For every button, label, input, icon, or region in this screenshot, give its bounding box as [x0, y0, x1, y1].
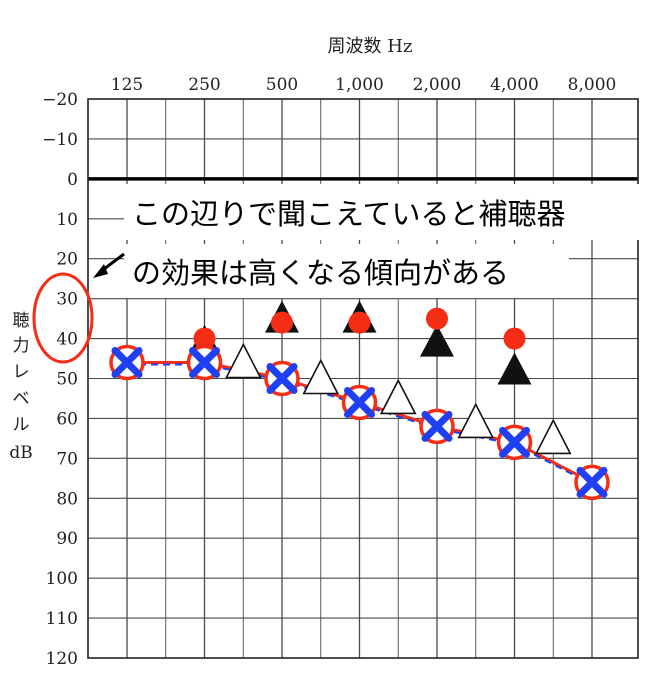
- annotation-box-line1: [124, 184, 642, 240]
- x-tick-label: 1,000: [335, 75, 384, 95]
- y-tick-label: 50: [56, 370, 78, 390]
- marker-cross-blue: [576, 466, 608, 498]
- y-tick-label: 60: [56, 409, 78, 429]
- annotation-box-line2: [124, 244, 569, 298]
- marker-triangle-white: [225, 342, 262, 379]
- marker-triangle-white: [457, 402, 495, 439]
- y-tick-label: 70: [56, 449, 78, 469]
- series: [109, 300, 610, 501]
- y-axis-label-char: レ: [13, 362, 30, 382]
- marker-cross-blue: [266, 363, 298, 394]
- marker-dot-red: [503, 327, 526, 350]
- marker-triangle-black: [497, 352, 532, 385]
- y-tick-label: 120: [46, 649, 78, 669]
- marker-triangle-white: [379, 378, 417, 415]
- grid: [87, 98, 639, 659]
- highlight-ellipse: [32, 272, 94, 364]
- marker-cross-blue: [344, 386, 375, 418]
- marker-triangle-white: [302, 358, 340, 395]
- cross-stroke: [111, 347, 143, 379]
- marker-dot-red: [426, 307, 448, 330]
- x-tick-label: 500: [266, 75, 298, 95]
- cross-stroke: [421, 410, 453, 442]
- cross-stroke: [344, 386, 375, 418]
- marker-dot-red: [271, 311, 293, 334]
- y-tick-label: 0: [67, 170, 78, 190]
- y-axis-label-char: dB: [9, 443, 32, 463]
- cross-stroke: [189, 347, 220, 379]
- y-tick-label: 40: [56, 330, 78, 350]
- y-axis-label-char: ル: [13, 415, 30, 435]
- marker-cross-blue: [189, 347, 220, 379]
- marker-cross-blue: [499, 426, 530, 458]
- y-tick-label: 10: [56, 210, 78, 230]
- marker-triangle-white: [534, 418, 572, 455]
- y-tick-label: 30: [56, 290, 78, 310]
- marker-triangle-black: [420, 324, 454, 357]
- annotation-arrow-head: [93, 264, 108, 278]
- y-axis-label-char: 力: [13, 336, 30, 356]
- chart-title: 周波数 Hz: [328, 36, 413, 57]
- y-axis-label-char: 聴: [13, 311, 30, 331]
- annotation-text: の効果は高くなる傾向がある: [132, 256, 509, 290]
- x-tick-label: 4,000: [490, 75, 539, 95]
- y-tick-label: −20: [42, 90, 78, 110]
- cross-stroke: [499, 426, 530, 458]
- y-tick-label: 90: [56, 529, 78, 549]
- marker-cross-blue: [111, 347, 143, 379]
- annotation-text: この辺りで聞こえていると補聴器: [132, 197, 566, 231]
- cross-stroke: [576, 466, 608, 498]
- y-tick-label: 20: [56, 250, 78, 270]
- y-tick-label: 100: [46, 569, 78, 589]
- y-tick-label: −10: [42, 130, 78, 150]
- x-tick-label: 250: [188, 75, 220, 95]
- x-tick-label: 125: [111, 75, 143, 95]
- y-tick-label: 110: [46, 609, 78, 629]
- marker-cross-blue: [421, 410, 453, 442]
- x-tick-label: 2,000: [413, 75, 462, 95]
- axis-ticks: 125 250 500 1,000 2,000 4,000 8,000 −20 −10 0 10 20…: [42, 75, 616, 669]
- cross-stroke: [266, 363, 298, 394]
- plot-frame: [87, 98, 639, 659]
- y-tick-label: 80: [56, 489, 78, 509]
- y-axis-label-char: ベ: [13, 389, 30, 409]
- x-tick-label: 8,000: [568, 75, 617, 95]
- marker-dot-red: [348, 311, 371, 334]
- marker-dot-red: [193, 327, 216, 350]
